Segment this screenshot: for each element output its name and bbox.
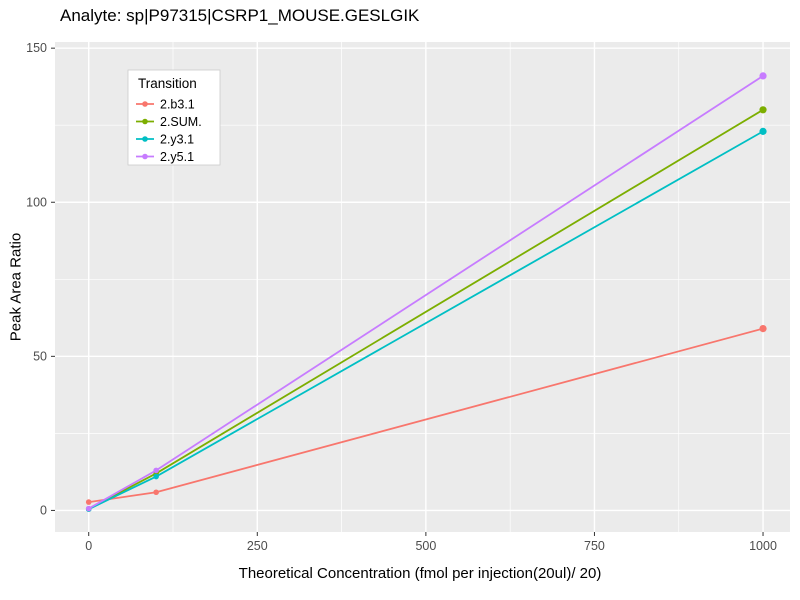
legend-title: Transition [138, 76, 197, 91]
legend-label-2.b3.1: 2.b3.1 [160, 98, 195, 112]
tick-label-x: 0 [85, 539, 92, 553]
tick-label-x: 250 [247, 539, 268, 553]
tick-label-y: 100 [26, 195, 47, 209]
x-axis-label: Theoretical Concentration (fmol per inje… [238, 565, 602, 582]
legend-marker-point-2.y3.1 [142, 136, 148, 142]
data-point-2.y5.1 [85, 505, 92, 512]
tick-label-y: 150 [26, 41, 47, 55]
legend-label-2.SUM.: 2.SUM. [160, 115, 202, 129]
legend-marker-point-2.b3.1 [142, 101, 148, 107]
data-point-2.y5.1 [153, 467, 159, 474]
chart-title: Analyte: sp|P97315|CSRP1_MOUSE.GESLGIK [60, 6, 420, 25]
tick-label-x: 500 [415, 539, 436, 553]
legend-label-2.y3.1: 2.y3.1 [160, 133, 194, 147]
data-point-2.b3.1 [759, 325, 767, 333]
tick-label-x: 1000 [749, 539, 777, 553]
tick-label-y: 0 [40, 503, 47, 517]
legend-box [127, 69, 221, 166]
data-point-2.SUM. [759, 106, 767, 114]
data-point-2.b3.1 [85, 499, 92, 505]
data-point-2.y5.1 [759, 72, 767, 80]
legend-label-2.y5.1: 2.y5.1 [160, 150, 194, 164]
legend-marker-point-2.y5.1 [142, 153, 148, 160]
data-point-2.y3.1 [153, 473, 159, 480]
data-point-2.b3.1 [153, 489, 159, 496]
tick-label-y: 50 [33, 349, 47, 363]
data-point-2.y3.1 [759, 127, 767, 135]
tick-label-x: 750 [584, 539, 605, 553]
legend-marker-point-2.SUM. [142, 118, 148, 125]
